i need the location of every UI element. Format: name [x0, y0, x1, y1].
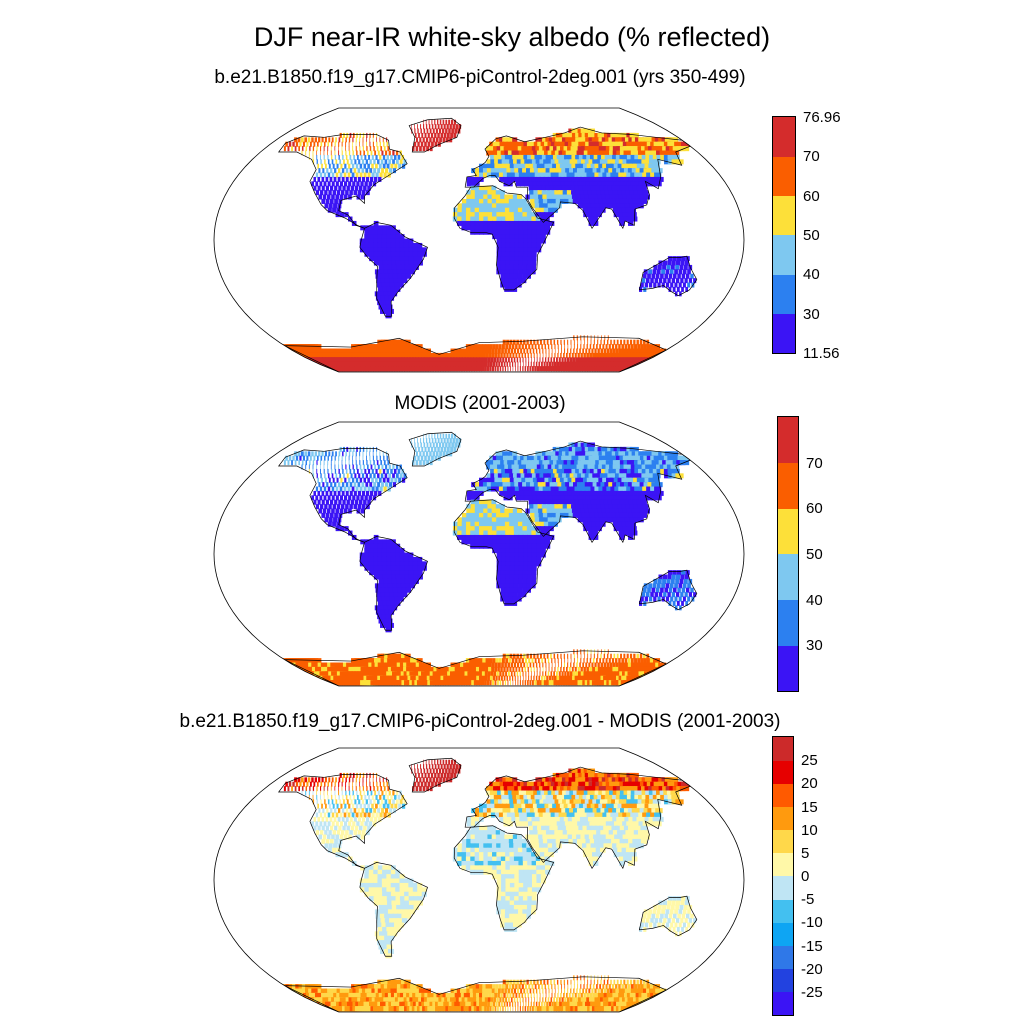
colorbar-swatch — [773, 195, 795, 236]
colorbar-tick-label: 10 — [801, 821, 818, 839]
colorbar-obs — [777, 416, 799, 692]
colorbar-tick-label: -10 — [801, 914, 823, 932]
colorbar-swatch — [778, 417, 798, 464]
map-model — [213, 107, 745, 373]
colorbar-model — [772, 116, 796, 354]
colorbar-swatch — [773, 829, 793, 854]
colorbar-swatch — [778, 599, 798, 646]
colorbar-tick-label: -15 — [801, 937, 823, 955]
colorbar-tick-label: -5 — [801, 891, 815, 909]
colorbar-swatch — [773, 783, 793, 807]
colorbar-swatch — [773, 922, 793, 946]
colorbar-swatch — [773, 117, 795, 157]
map-obs — [213, 421, 745, 687]
colorbar-tick-label: 15 — [801, 798, 818, 816]
colorbar-swatch — [778, 508, 798, 555]
colorbar-swatch — [773, 313, 795, 354]
colorbar-tick-label: -25 — [801, 983, 823, 1001]
colorbar-swatch — [773, 876, 793, 900]
colorbar-swatch — [773, 968, 793, 993]
colorbar-tick-label: 5 — [801, 844, 810, 862]
colorbar-tick-label: 76.96 — [803, 109, 841, 126]
colorbar-swatch — [773, 899, 793, 923]
figure-title: DJF near-IR white-sky albedo (% reflecte… — [253, 22, 771, 52]
colorbar-swatch — [773, 806, 793, 831]
colorbar-tick-label: -20 — [801, 960, 823, 978]
colorbar-tick-label: 40 — [803, 266, 820, 284]
colorbar-tick-label: 11.56 — [803, 345, 840, 362]
colorbar-swatch — [778, 462, 798, 509]
colorbar-tick-label: 25 — [801, 752, 818, 770]
colorbar-tick-label: 60 — [806, 500, 823, 518]
colorbar-swatch — [773, 852, 793, 877]
colorbar-tick-label: 70 — [806, 454, 823, 472]
colorbar-swatch — [778, 554, 798, 601]
colorbar-swatch — [773, 274, 795, 315]
colorbar-tick-label: 30 — [803, 305, 820, 323]
colorbar-tick-label: 30 — [806, 637, 823, 655]
panel-title-model: b.e21.B1850.f19_g17.CMIP6-piControl-2deg… — [214, 67, 746, 88]
colorbar-tick-label: 50 — [803, 227, 820, 244]
colorbar-tick-label: 60 — [803, 187, 820, 205]
colorbar-swatch — [773, 156, 795, 197]
colorbar-swatch — [773, 760, 793, 784]
colorbar-tick-label: 70 — [803, 148, 820, 166]
colorbar-diff — [772, 736, 794, 1016]
colorbar-swatch — [773, 991, 793, 1016]
colorbar-tick-label: 0 — [801, 868, 810, 885]
map-diff — [213, 747, 745, 1013]
panel-title-diff: b.e21.B1850.f19_g17.CMIP6-piControl-2deg… — [179, 711, 781, 732]
colorbar-tick-label: 40 — [806, 591, 823, 609]
colorbar-tick-label: 50 — [806, 546, 823, 563]
colorbar-swatch — [773, 737, 793, 761]
colorbar-swatch — [778, 645, 798, 692]
colorbar-swatch — [773, 235, 795, 275]
colorbar-swatch — [773, 945, 793, 970]
colorbar-tick-label: 20 — [801, 775, 818, 793]
panel-title-obs: MODIS (2001-2003) — [394, 393, 566, 414]
